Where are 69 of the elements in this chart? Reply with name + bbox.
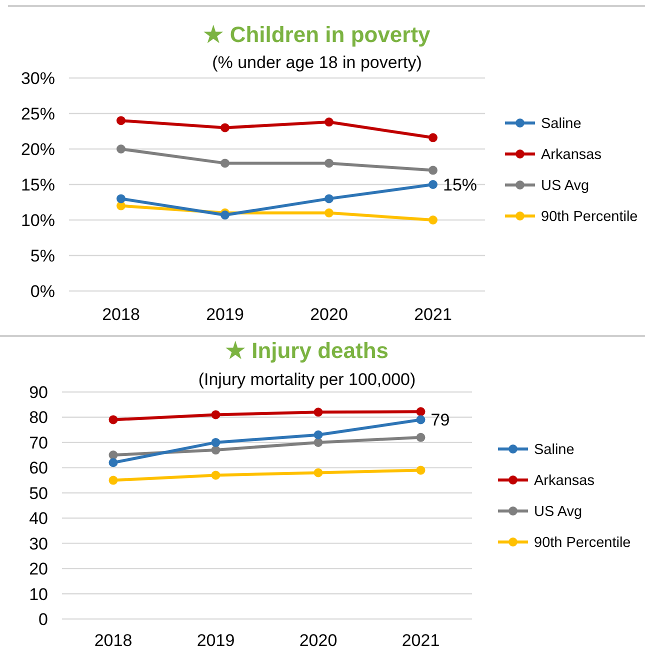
y-tick-label: 0% (30, 282, 55, 301)
legend-label: US Avg (534, 504, 582, 520)
x-tick-label: 2021 (402, 631, 440, 650)
y-tick-label: 20 (29, 560, 48, 579)
x-tick-label: 2019 (206, 305, 244, 324)
y-tick-label: 30% (20, 69, 55, 88)
point (108, 476, 118, 485)
legend-label: 90th Percentile (534, 535, 631, 551)
y-tick-label: 60 (29, 458, 48, 478)
point (324, 194, 334, 204)
point (108, 458, 118, 468)
x-tick-label: 2020 (310, 305, 348, 324)
y-tick-label: 20% (20, 140, 55, 159)
x-tick-label: 2018 (94, 631, 132, 650)
y-tick-label: 0 (38, 610, 48, 629)
point (220, 158, 230, 168)
chart-subtitle: (% under age 18 in poverty) (212, 53, 422, 72)
y-tick-label: 10 (29, 584, 48, 604)
point (108, 450, 118, 460)
point (116, 194, 126, 204)
legend-label: Saline (534, 442, 574, 458)
point (324, 118, 334, 127)
y-tick-label: 30 (29, 534, 48, 554)
legend-label: Arkansas (541, 147, 602, 163)
point (428, 166, 438, 175)
y-tick-label: 5% (30, 246, 55, 266)
point (428, 180, 438, 189)
y-tick-label: 25% (20, 104, 55, 124)
chart-title: ★ Injury deaths (225, 338, 389, 363)
point (314, 438, 323, 447)
data-label: 79 (430, 410, 450, 430)
point (211, 470, 220, 480)
point (428, 133, 438, 142)
y-tick-label: 90 (29, 383, 48, 402)
data-label: 15% (443, 176, 478, 194)
point (416, 466, 426, 475)
legend-label: US Avg (541, 178, 590, 194)
point (108, 415, 118, 424)
chart-subtitle: (Injury mortality per 100,000) (198, 370, 416, 389)
legend-label: 90th Percentile (541, 209, 638, 225)
point (416, 407, 426, 416)
x-tick-label: 2019 (196, 631, 235, 650)
chart-title: ★ Children in poverty (204, 22, 432, 47)
y-tick-label: 80 (29, 408, 48, 428)
y-tick-label: 70 (29, 433, 48, 452)
point (428, 216, 438, 224)
x-tick-label: 2018 (102, 305, 140, 324)
point (314, 468, 323, 478)
point (211, 446, 220, 455)
point (416, 415, 426, 424)
point (211, 438, 220, 447)
point (314, 408, 323, 417)
x-tick-label: 2020 (299, 631, 338, 650)
point (416, 432, 426, 442)
point (116, 116, 126, 126)
point (116, 144, 126, 154)
point (220, 123, 230, 132)
y-tick-label: 40 (29, 509, 48, 528)
point (324, 158, 334, 168)
y-tick-label: 15% (20, 176, 55, 194)
point (220, 210, 230, 220)
y-tick-label: 50 (29, 484, 48, 503)
point (314, 430, 323, 440)
legend-label: Saline (541, 116, 582, 132)
y-tick-label: 10% (20, 211, 55, 230)
legend-label: Arkansas (534, 473, 594, 489)
point (211, 410, 220, 420)
point (324, 208, 334, 218)
x-tick-label: 2021 (414, 305, 452, 324)
